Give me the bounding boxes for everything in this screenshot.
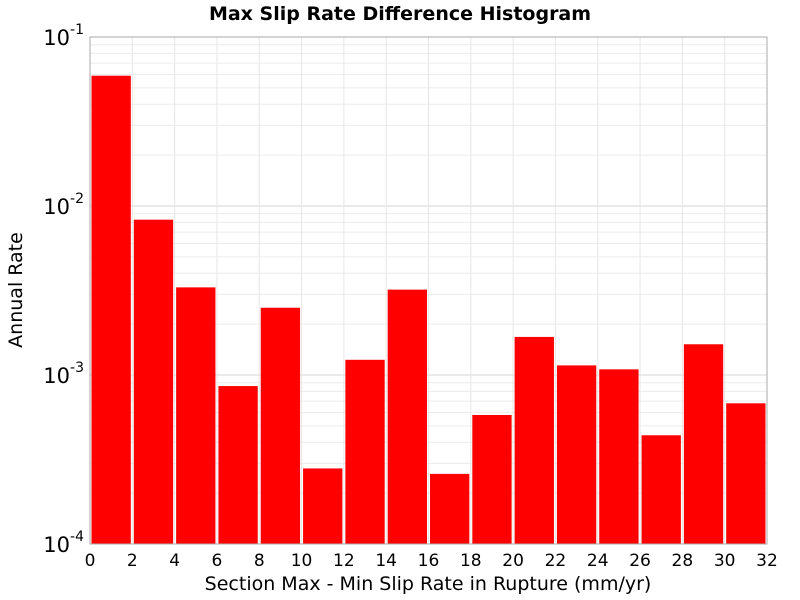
bar xyxy=(387,289,427,544)
bar xyxy=(726,403,766,544)
bar xyxy=(345,359,385,544)
x-tick-label: 26 xyxy=(629,551,651,571)
x-tick-label: 32 xyxy=(756,551,778,571)
bar xyxy=(556,365,597,544)
x-tick-label: 12 xyxy=(333,551,355,571)
x-axis-label: Section Max - Min Slip Rate in Rupture (… xyxy=(205,573,652,595)
chart-title: Max Slip Rate Difference Histogram xyxy=(209,3,591,25)
x-tick-label: 10 xyxy=(291,551,313,571)
x-tick-label: 4 xyxy=(169,551,180,571)
bar xyxy=(683,344,724,544)
x-tick-label: 16 xyxy=(418,551,440,571)
bar xyxy=(514,336,554,544)
bar xyxy=(91,75,131,544)
bar xyxy=(430,473,470,544)
bars-group xyxy=(91,75,766,545)
x-tick-label: 28 xyxy=(672,551,694,571)
bar xyxy=(641,435,681,544)
x-tick-label: 20 xyxy=(502,551,524,571)
bar xyxy=(218,386,258,544)
bar xyxy=(303,468,343,544)
x-axis-ticks: 0 2 4 6 8 10 12 14 16 18 20 22 24 26 28 30 32 xyxy=(85,551,778,571)
x-tick-label: 8 xyxy=(254,551,265,571)
x-tick-label: 22 xyxy=(545,551,567,571)
bar xyxy=(176,287,216,544)
y-axis-label: Annual Rate xyxy=(5,232,27,348)
bar xyxy=(260,307,301,544)
bar xyxy=(472,414,512,544)
bar xyxy=(133,219,174,545)
x-tick-label: 30 xyxy=(714,551,736,571)
y-tick-label: 10-1 xyxy=(43,22,84,50)
y-tick-label: 10-3 xyxy=(43,360,84,388)
plot-border xyxy=(89,36,768,545)
x-tick-label: 14 xyxy=(375,551,397,571)
x-tick-label: 18 xyxy=(460,551,482,571)
y-tick-label: 10-4 xyxy=(43,529,84,557)
x-tick-label: 24 xyxy=(587,551,609,571)
y-tick-label: 10-2 xyxy=(43,191,84,219)
x-tick-label: 6 xyxy=(212,551,223,571)
bar xyxy=(599,369,639,544)
x-tick-label: 0 xyxy=(85,551,96,571)
y-axis-ticks: 10-1 10-2 10-3 10-4 xyxy=(43,22,84,557)
x-tick-label: 2 xyxy=(127,551,138,571)
